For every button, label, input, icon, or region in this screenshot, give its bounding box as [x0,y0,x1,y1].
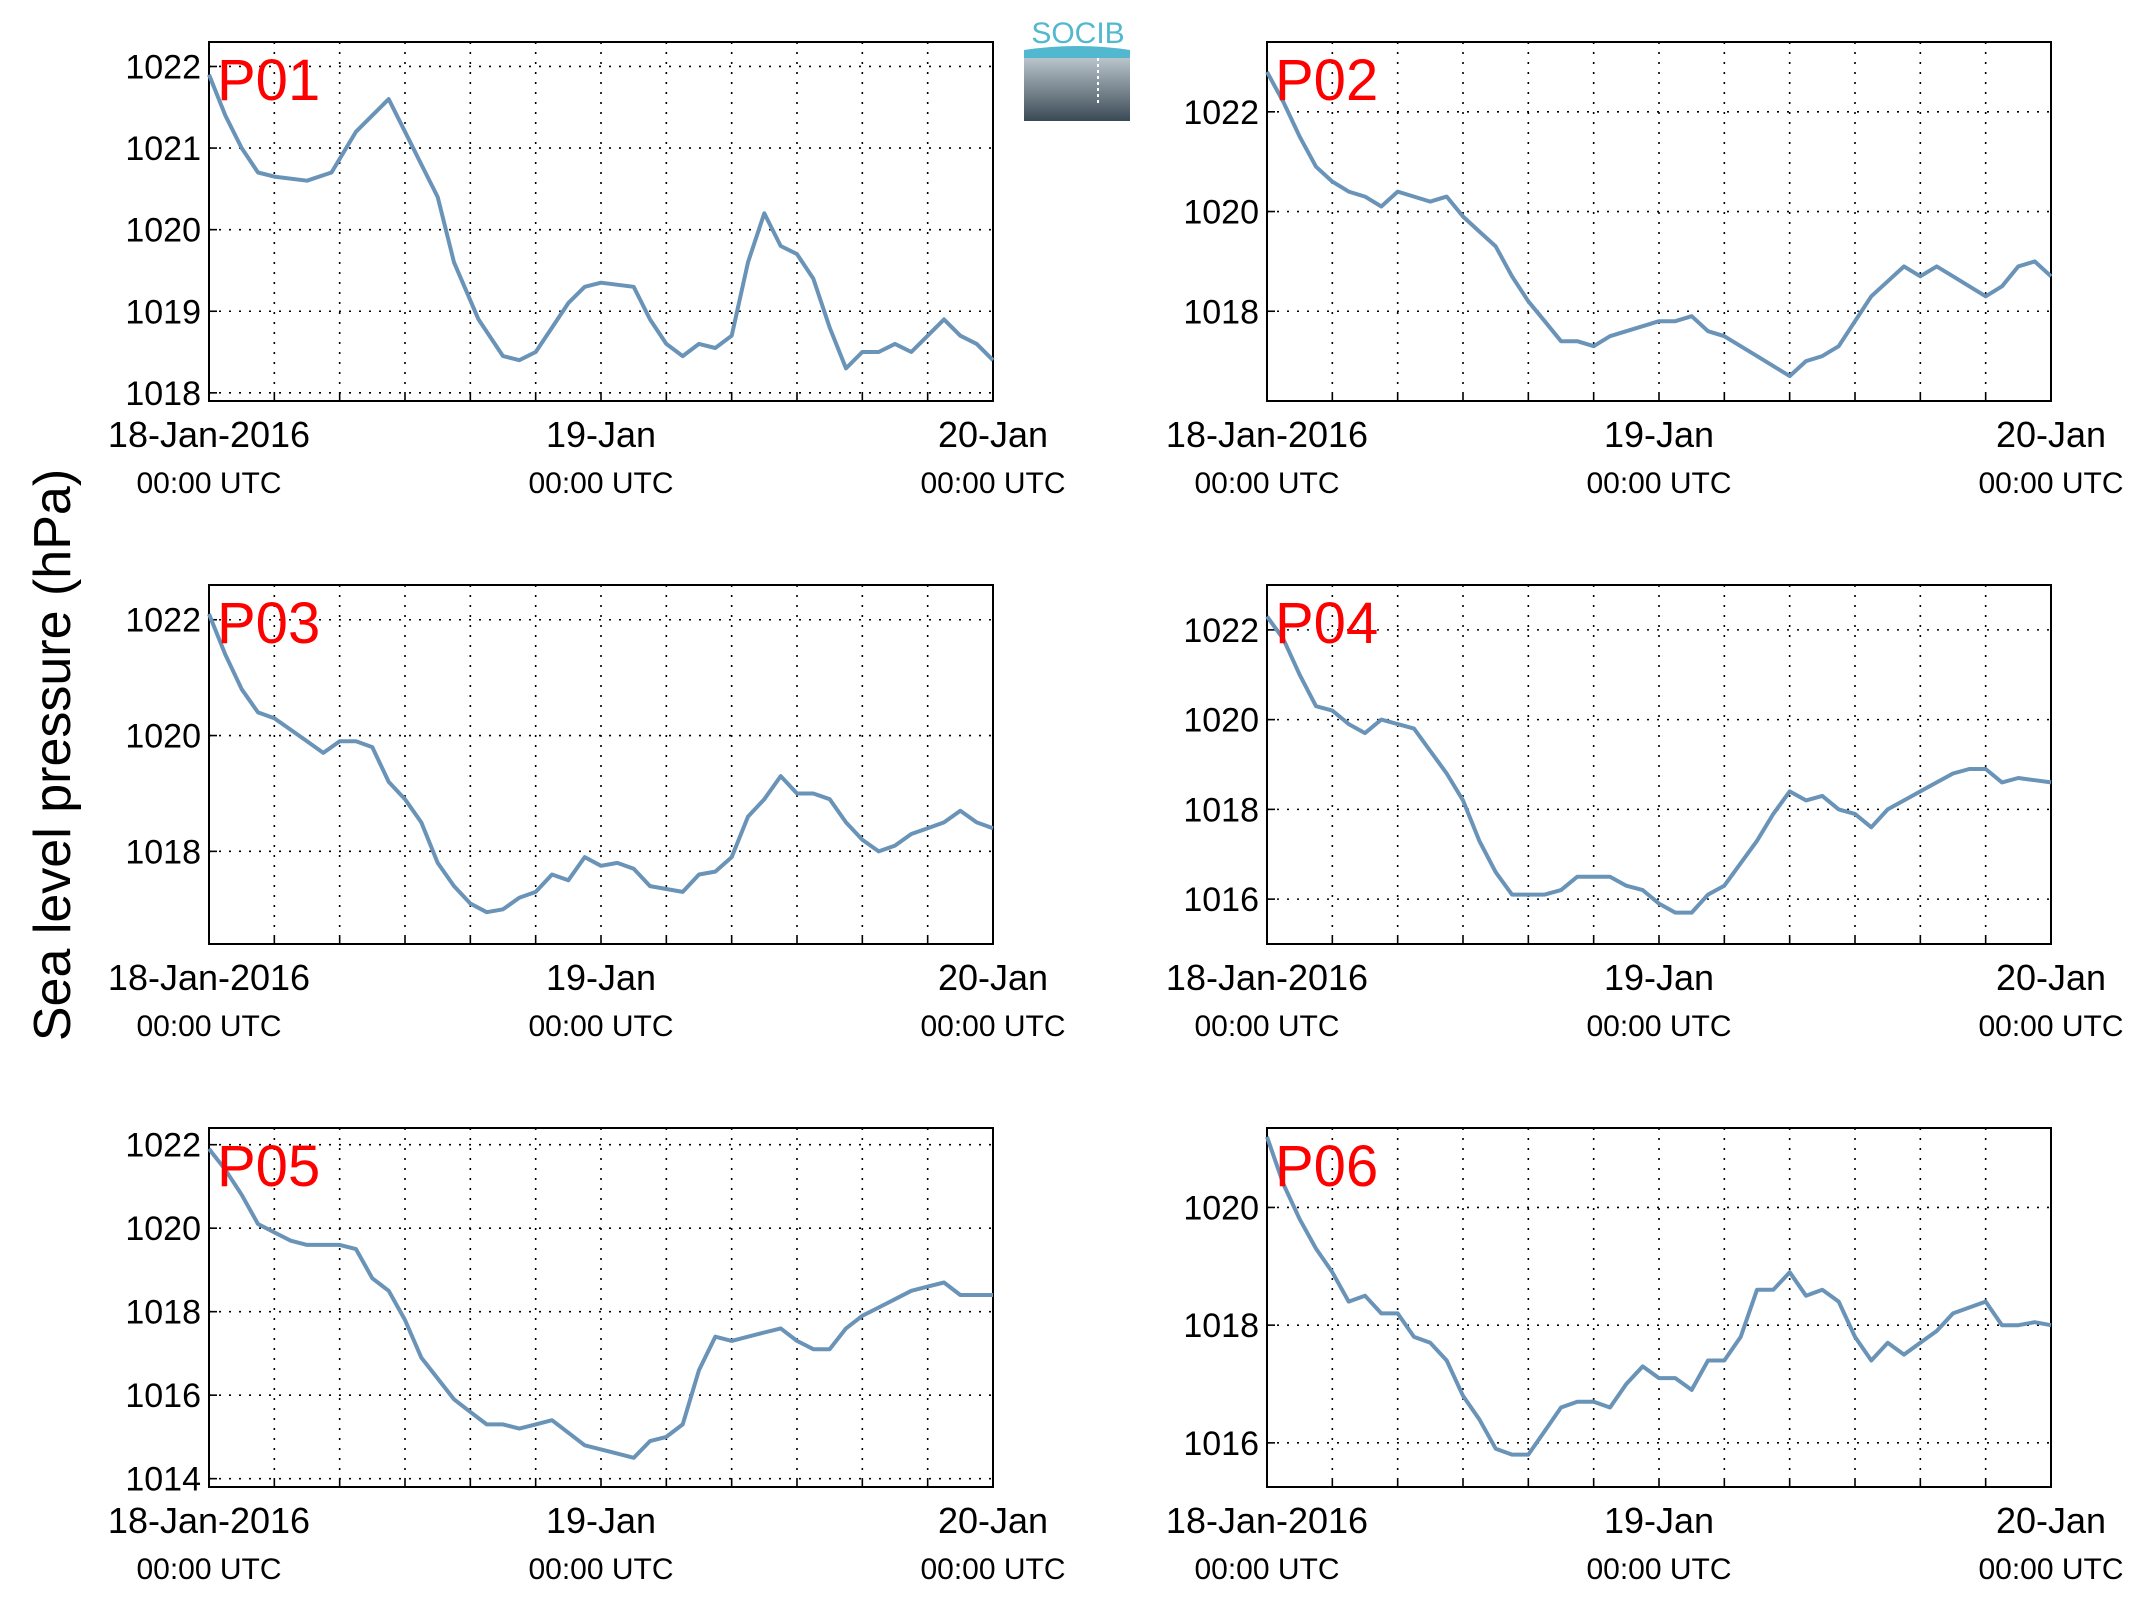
panel-5-x-tick-label: 20-Jan [938,1500,1048,1541]
panel-1-y-tick-label: 1020 [125,212,201,250]
panel-3-x-tick-label: 19-Jan [546,957,656,998]
panel-4: 1016 1018 1020 1022 18-Jan-2016 00:00 UTC 19-J… [1166,584,2124,1043]
panel-5-y-tick-label: 1018 [125,1294,201,1332]
panel-2: 1018 1020 1022 18-Jan-2016 00:00 UTC 19-Jan 00… [1166,41,2124,500]
panel-3-y-tick-label: 1022 [125,602,201,640]
panel-5-x-tick-sublabel: 00:00 UTC [136,1553,281,1586]
panel-4-y-tick-label: 1018 [1183,791,1259,829]
panel-1-y-tick-label: 1022 [125,48,201,86]
panel-2-y-tick-label: 1018 [1183,293,1259,331]
socib-logo-wave [1024,46,1130,58]
panel-2-y-tick-label: 1022 [1183,94,1259,132]
panel-4-axes-frame [1266,584,2052,945]
y-axis-label: Sea level pressure (hPa) [24,469,82,1041]
panel-1-y-tick-label: 1021 [125,130,201,168]
panel-6-x-tick-sublabel: 00:00 UTC [1194,1553,1339,1586]
panel-4-y-tick-label: 1022 [1183,612,1259,650]
panel-4-x-tick-label: 18-Jan-2016 [1166,957,1368,998]
panel-4-y-tick-label: 1020 [1183,702,1259,740]
panel-5-x-tick-sublabel: 00:00 UTC [528,1553,673,1586]
panel-4-x-tick-label: 20-Jan [1996,957,2106,998]
panel-4-x-tick-sublabel: 00:00 UTC [1194,1010,1339,1043]
panel-2-station-label: P02 [1275,48,1378,113]
panel-5-y-tick-label: 1022 [125,1127,201,1165]
panel-1-station-label: P01 [217,48,320,113]
panel-5-axes-frame [208,1127,994,1488]
panel-5-pressure-line [207,1147,993,1460]
panel-1: 1018 1019 1020 1021 1022 18-Jan-2016 00:00 UTC… [108,41,1066,500]
panel-1-x-tick-sublabel: 00:00 UTC [136,467,281,500]
panel-2-x-tick-sublabel: 00:00 UTC [1586,467,1731,500]
panel-6-y-tick-label: 1018 [1183,1307,1259,1345]
panels-container: 1018 1019 1020 1021 1022 18-Jan-2016 00:00 UTC… [108,41,2124,1586]
panel-2-x-tick-label: 19-Jan [1604,414,1714,455]
panel-4-x-tick-sublabel: 00:00 UTC [1586,1010,1731,1043]
panel-1-pressure-line [207,73,995,371]
panel-6-x-tick-sublabel: 00:00 UTC [1978,1553,2123,1586]
panel-4-y-tick-label: 1016 [1183,881,1259,919]
panel-3-x-tick-sublabel: 00:00 UTC [136,1010,281,1043]
socib-logo: SOCIB [1024,17,1130,121]
panel-6: 1016 1018 1020 18-Jan-2016 00:00 UTC 19-Jan 00… [1166,1127,2124,1586]
panel-3-station-label: P03 [217,591,320,656]
panel-4-x-tick-sublabel: 00:00 UTC [1978,1010,2123,1043]
panel-3-x-tick-sublabel: 00:00 UTC [528,1010,673,1043]
panel-5-x-tick-label: 18-Jan-2016 [108,1500,310,1541]
panel-4-pressure-line [1265,615,2052,915]
panel-5-x-tick-sublabel: 00:00 UTC [920,1553,1065,1586]
panel-5-x-tick-label: 19-Jan [546,1500,656,1541]
panel-6-pressure-line [1265,1136,2052,1457]
panel-3-x-tick-sublabel: 00:00 UTC [920,1010,1065,1043]
panel-6-y-tick-label: 1016 [1183,1425,1259,1463]
panel-3-axes-frame [208,584,994,945]
panel-2-axes-frame [1266,41,2052,402]
panel-2-y-tick-label: 1020 [1183,194,1259,232]
panel-1-axes-frame [208,41,994,402]
socib-logo-text: SOCIB [1031,17,1124,50]
panel-1-x-tick-sublabel: 00:00 UTC [920,467,1065,500]
panel-2-x-tick-label: 20-Jan [1996,414,2106,455]
socib-logo-block [1024,58,1130,121]
panel-3-y-tick-label: 1020 [125,718,201,756]
panel-5: 1014 1016 1018 1020 1022 18-Jan-2016 00:00 UTC… [108,1127,1066,1586]
panel-6-station-label: P06 [1275,1134,1378,1199]
panel-5-y-tick-label: 1020 [125,1210,201,1248]
panel-3-x-tick-label: 20-Jan [938,957,1048,998]
panel-3-pressure-line [207,613,994,915]
panel-3-x-tick-label: 18-Jan-2016 [108,957,310,998]
panel-1-y-tick-label: 1018 [125,375,201,413]
panel-2-pressure-line [1265,70,2053,379]
panel-5-y-tick-label: 1014 [125,1461,201,1499]
panel-1-x-tick-label: 20-Jan [938,414,1048,455]
panel-3-y-tick-label: 1018 [125,833,201,871]
panel-5-station-label: P05 [217,1134,320,1199]
panel-2-x-tick-label: 18-Jan-2016 [1166,414,1368,455]
panel-2-x-tick-sublabel: 00:00 UTC [1978,467,2123,500]
panel-6-axes-frame [1266,1127,2052,1488]
panel-4-station-label: P04 [1275,591,1378,656]
panel-6-y-tick-label: 1020 [1183,1189,1259,1227]
panel-6-x-tick-label: 18-Jan-2016 [1166,1500,1368,1541]
panel-5-y-tick-label: 1016 [125,1377,201,1415]
panel-1-x-tick-label: 19-Jan [546,414,656,455]
panel-4-x-tick-label: 19-Jan [1604,957,1714,998]
panel-3: 1018 1020 1022 18-Jan-2016 00:00 UTC 19-Jan 00… [108,584,1066,1043]
panel-1-y-tick-label: 1019 [125,293,201,331]
panel-1-x-tick-label: 18-Jan-2016 [108,414,310,455]
panel-6-x-tick-label: 19-Jan [1604,1500,1714,1541]
panel-6-x-tick-sublabel: 00:00 UTC [1586,1553,1731,1586]
panel-2-x-tick-sublabel: 00:00 UTC [1194,467,1339,500]
panel-1-x-tick-sublabel: 00:00 UTC [528,467,673,500]
panel-6-x-tick-label: 20-Jan [1996,1500,2106,1541]
